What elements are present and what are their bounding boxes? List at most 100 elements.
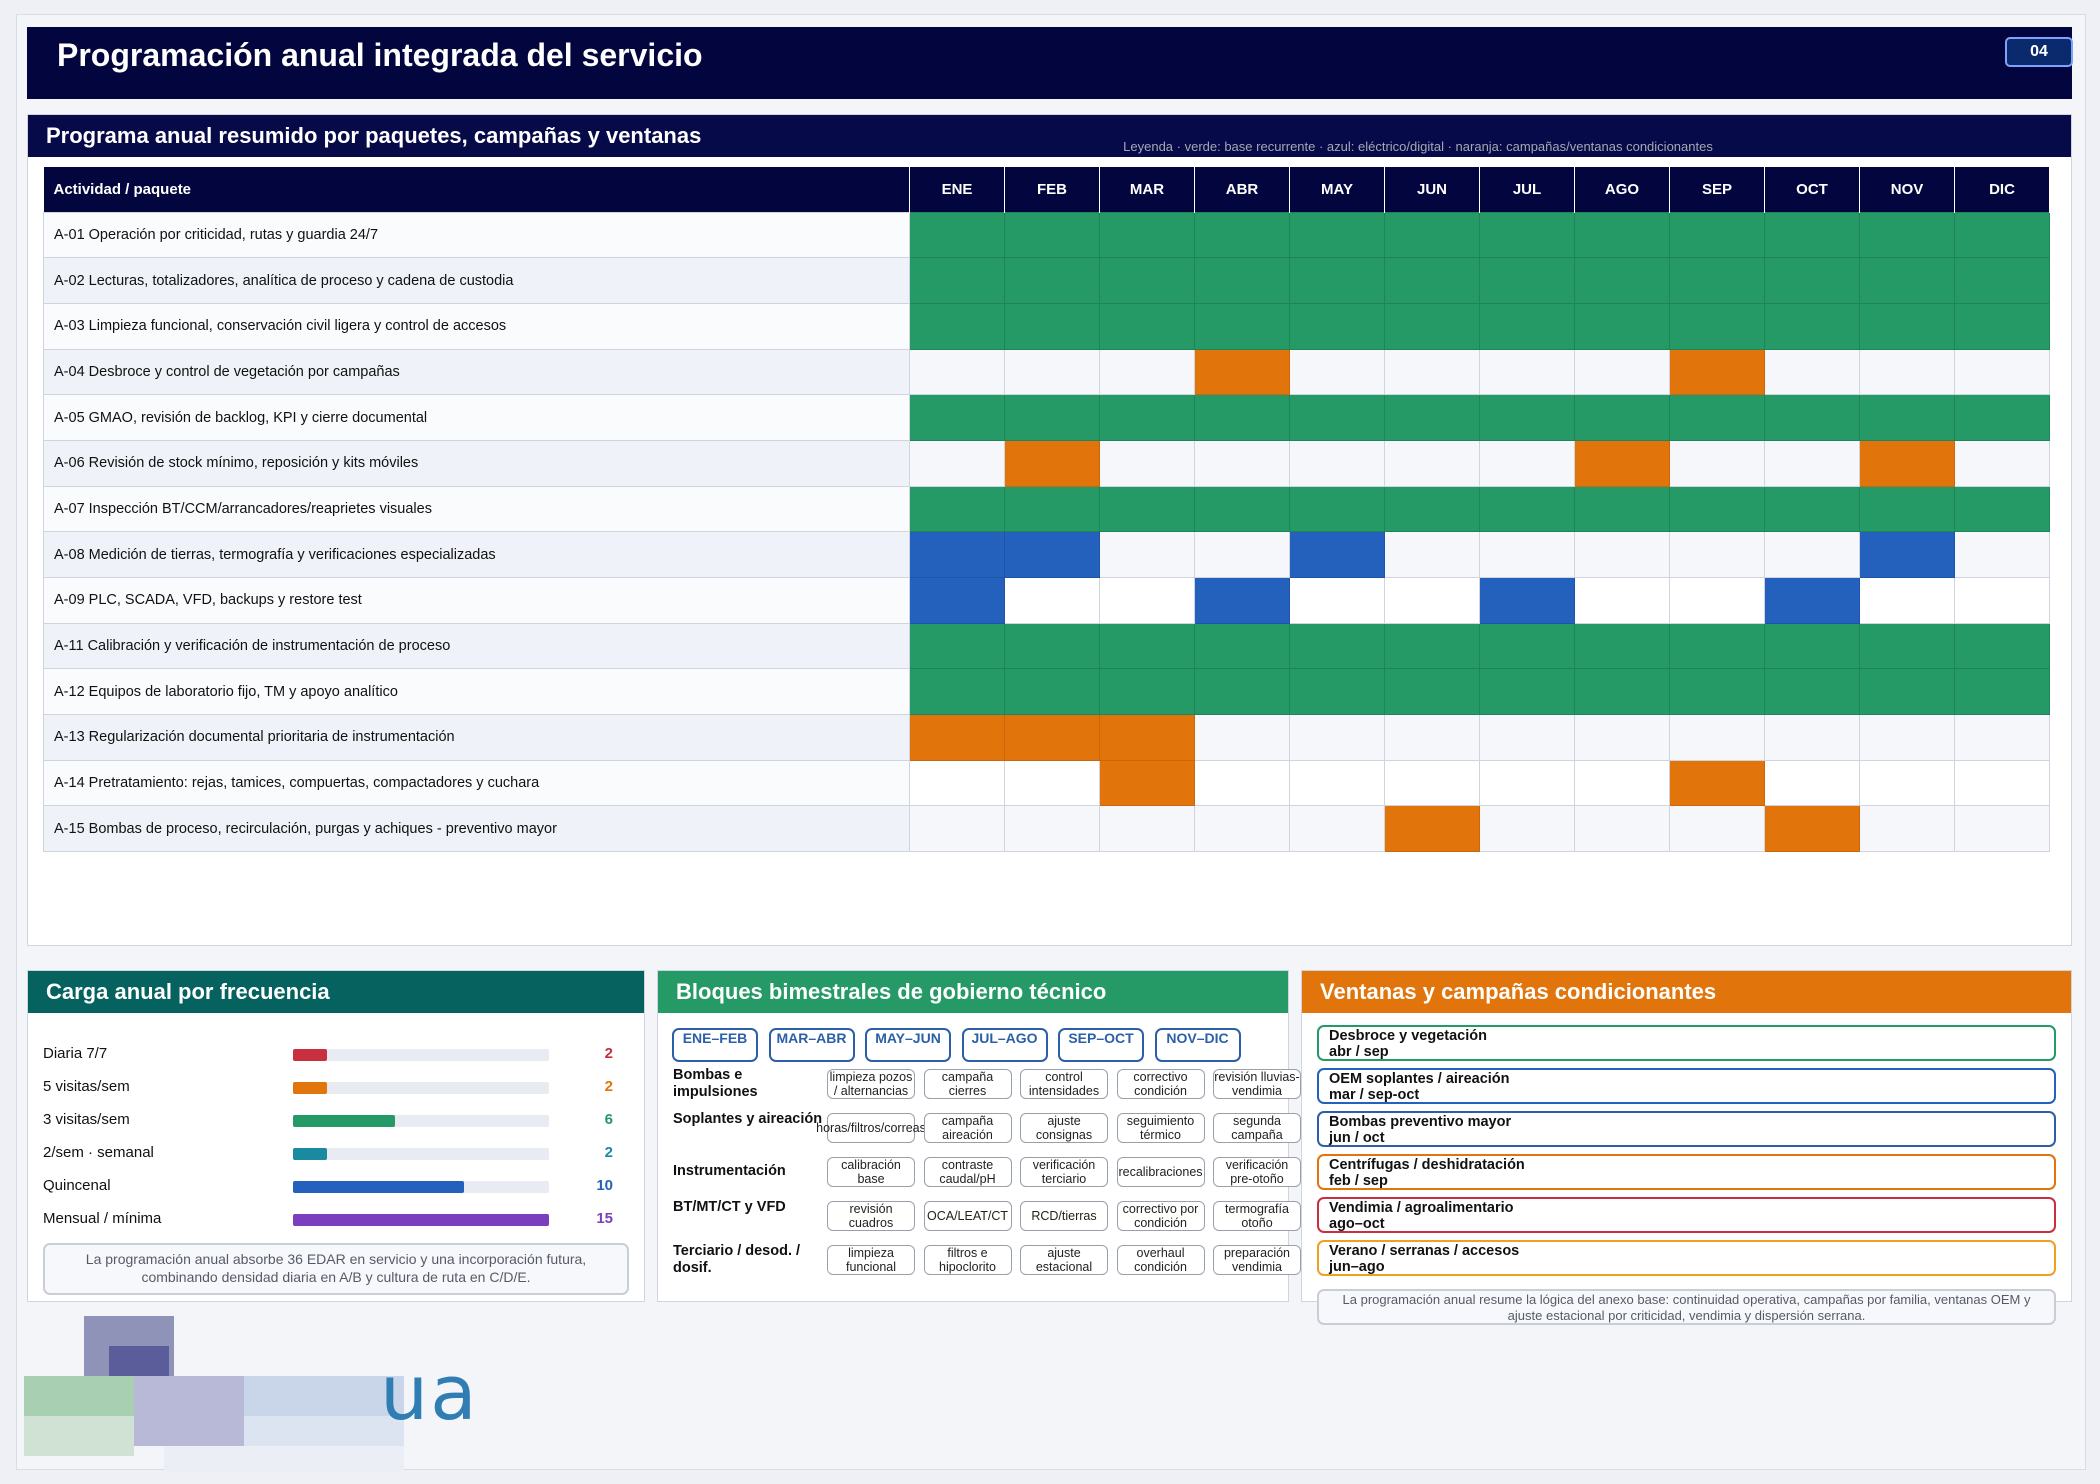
windows-panel: Ventanas y campañas condicionantes Desbr… [1301, 970, 2072, 1325]
schedule-cell-may [1289, 348, 1385, 396]
technical-block-label: BT/MT/CT y VFD [673, 1199, 786, 1215]
schedule-cell-abr [1194, 668, 1290, 716]
frequency-bar-fill [293, 1082, 328, 1094]
schedule-cell-nov [1859, 485, 1955, 533]
schedule-cell-jun [1384, 257, 1480, 304]
table-row: A-06 Revisión de stock mínimo, reposició… [43, 439, 2050, 487]
schedule-cell-sep [1669, 257, 1765, 304]
schedule-cell-abr [1194, 531, 1290, 578]
table-row: A-12 Equipos de laboratorio fijo, TM y a… [43, 668, 2050, 716]
period-pill: JUL–AGO [961, 1028, 1048, 1062]
schedule-cell-may [1289, 257, 1385, 304]
activity-label: A-01 Operación por criticidad, rutas y g… [43, 211, 910, 259]
technical-block-chip: correctivo condición [1116, 1069, 1205, 1099]
activity-label: A-11 Calibración y verificación de instr… [43, 622, 910, 670]
page-number-badge: 04 [2005, 37, 2073, 67]
frequency-value: 2 [604, 1144, 613, 1161]
schedule-cell-ago [1574, 348, 1670, 396]
schedule-cell-jul [1479, 714, 1575, 761]
technical-block-chip: limpieza funcional [827, 1245, 915, 1275]
technical-block-chip: contraste caudal/pH [923, 1157, 1012, 1187]
schedule-cell-ene [909, 531, 1005, 578]
schedule-cell-sep [1669, 805, 1765, 853]
schedule-cell-oct [1764, 485, 1860, 533]
schedule-cell-jul [1479, 668, 1575, 716]
technical-block-chip: calibración base [827, 1157, 915, 1187]
frequency-value: 2 [604, 1078, 613, 1095]
campaign-window: Verano / serranas / accesos jun–ago [1317, 1240, 2056, 1276]
schedule-cell-nov [1859, 302, 1955, 350]
schedule-cell-nov [1859, 577, 1955, 624]
schedule-cell-nov [1859, 348, 1955, 396]
frequency-bar-fill [293, 1181, 464, 1193]
schedule-cell-abr [1194, 622, 1290, 670]
table-header-row: Actividad / paquete ENE FEB MAR ABR MAY JUN JU… [43, 167, 2050, 212]
activity-label: A-15 Bombas de proceso, recirculación, p… [43, 805, 910, 853]
schedule-cell-ene [909, 348, 1005, 396]
technical-block-chip: correctivo por condición [1116, 1201, 1205, 1231]
frequency-row: Diaria 7/7 2 [43, 1043, 643, 1067]
schedule-cell-oct [1764, 668, 1860, 716]
frequency-label: Mensual / mínima [43, 1210, 162, 1227]
schedule-cell-jul [1479, 577, 1575, 624]
schedule-cell-abr [1194, 805, 1290, 853]
schedule-cell-jun [1384, 439, 1480, 487]
schedule-cell-jul [1479, 759, 1575, 807]
schedule-cell-feb [1004, 531, 1100, 578]
campaign-name: Vendimia / agroalimentario [1329, 1200, 1514, 1216]
schedule-cell-may [1289, 485, 1385, 533]
frequency-bar-track [293, 1181, 549, 1193]
schedule-cell-mar [1099, 439, 1195, 487]
schedule-cell-oct [1764, 714, 1860, 761]
frequency-bar-track [293, 1082, 549, 1094]
schedule-cell-mar [1099, 485, 1195, 533]
company-logo [24, 1316, 464, 1476]
schedule-cell-feb [1004, 257, 1100, 304]
schedule-cell-feb [1004, 211, 1100, 259]
schedule-cell-ago [1574, 668, 1670, 716]
schedule-cell-jul [1479, 211, 1575, 259]
schedule-cell-abr [1194, 302, 1290, 350]
schedule-cell-mar [1099, 577, 1195, 624]
schedule-cell-jul [1479, 394, 1575, 441]
schedule-cell-ene [909, 439, 1005, 487]
schedule-cell-sep [1669, 211, 1765, 259]
schedule-cell-dic [1954, 257, 2050, 304]
technical-block-chip: ajuste estacional [1020, 1245, 1108, 1275]
activity-label: A-08 Medición de tierras, termografía y … [43, 531, 910, 578]
activity-label: A-12 Equipos de laboratorio fijo, TM y a… [43, 668, 910, 716]
frequency-panel: Carga anual por frecuencia Diaria 7/7 2 5 … [27, 970, 645, 1302]
logo-text: ua [380, 1348, 479, 1437]
schedule-cell-dic [1954, 668, 2050, 716]
schedule-cell-jun [1384, 622, 1480, 670]
schedule-cell-ene [909, 257, 1005, 304]
schedule-cell-ene [909, 394, 1005, 441]
technical-block-chip: verificación pre-otoño [1213, 1157, 1301, 1187]
frequency-value: 2 [604, 1045, 613, 1062]
schedule-cell-oct [1764, 394, 1860, 441]
schedule-cell-sep [1669, 394, 1765, 441]
schedule-cell-sep [1669, 439, 1765, 487]
activity-label: A-06 Revisión de stock mínimo, reposició… [43, 439, 910, 487]
month-header-ago: AGO [1574, 167, 1670, 212]
schedule-cell-abr [1194, 348, 1290, 396]
annual-program-title: Programa anual resumido por paquetes, ca… [28, 115, 2071, 157]
schedule-cell-mar [1099, 257, 1195, 304]
campaign-window: Centrífugas / deshidratación feb / sep [1317, 1154, 2056, 1190]
schedule-cell-sep [1669, 531, 1765, 578]
schedule-cell-abr [1194, 257, 1290, 304]
schedule-cell-dic [1954, 211, 2050, 259]
frequency-bar-fill [293, 1115, 396, 1127]
campaign-period: jun–ago [1329, 1259, 1385, 1275]
schedule-cell-sep [1669, 302, 1765, 350]
technical-block-label: Soplantes y aireación [673, 1111, 823, 1127]
month-header-nov: NOV [1859, 167, 1955, 212]
schedule-cell-nov [1859, 531, 1955, 578]
schedule-cell-mar [1099, 668, 1195, 716]
schedule-cell-ago [1574, 394, 1670, 441]
schedule-cell-sep [1669, 485, 1765, 533]
schedule-cell-jun [1384, 348, 1480, 396]
frequency-row: 2/sem · semanal 2 [43, 1142, 643, 1166]
schedule-cell-may [1289, 531, 1385, 578]
schedule-cell-oct [1764, 622, 1860, 670]
